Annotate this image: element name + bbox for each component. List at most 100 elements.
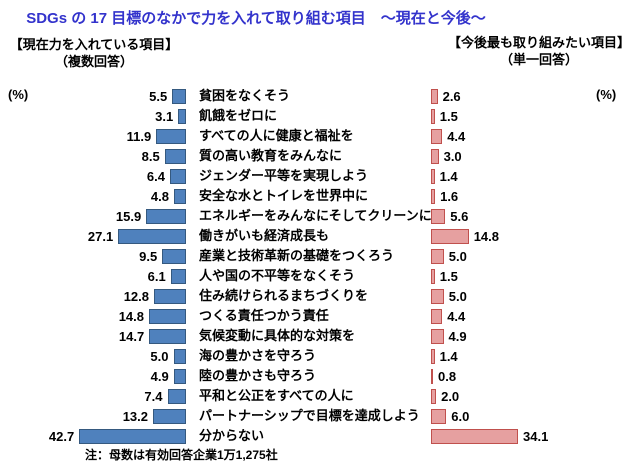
- left-bar-track: 27.1: [0, 226, 186, 246]
- left-value-label: 5.5: [149, 88, 168, 104]
- chart-row: 9.5 産業と技術革新の基礎をつくろう 5.0: [0, 246, 640, 266]
- left-bar-track: 11.9: [0, 126, 186, 146]
- left-bar: [149, 328, 186, 344]
- right-value-label: 5.6: [450, 208, 469, 224]
- left-value-label: 6.4: [146, 168, 165, 184]
- right-bar-track: 1.5: [431, 106, 640, 126]
- left-bar: [153, 408, 186, 424]
- left-bar: [170, 168, 186, 184]
- category-label: 産業と技術革新の基礎をつくろう: [199, 248, 395, 263]
- right-value-label: 1.4: [439, 168, 458, 184]
- right-bar-track: 1.4: [431, 346, 640, 366]
- chart-row: 4.8 安全な水とトイレを世界中に 1.6: [0, 186, 640, 206]
- left-bar: [173, 368, 186, 384]
- right-bar-track: 34.1: [431, 426, 640, 446]
- chart-row: 12.8 住み続けられるまちづくりを 5.0: [0, 286, 640, 306]
- category-label: 海の豊かさを守ろう: [199, 348, 317, 363]
- right-bar: [431, 248, 444, 264]
- left-bar-track: 9.5: [0, 246, 186, 266]
- left-value-label: 12.8: [123, 288, 149, 304]
- chart-row: 15.9 エネルギーをみんなにそしてクリーンに 5.6: [0, 206, 640, 226]
- right-bar-track: 5.0: [431, 286, 640, 306]
- left-bar: [164, 148, 186, 164]
- right-value-label: 1.6: [440, 188, 459, 204]
- left-value-label: 27.1: [87, 228, 114, 244]
- category-label: 住み続けられるまちづくりを: [199, 288, 369, 303]
- left-value-label: 13.2: [122, 408, 148, 424]
- chart-row: 8.5 質の高い教育をみんなに 3.0: [0, 146, 640, 166]
- right-value-label: 2.0: [441, 388, 460, 404]
- chart-row: 5.0 海の豊かさを守ろう 1.4: [0, 346, 640, 366]
- left-bar: [149, 308, 186, 324]
- right-bar-track: 4.4: [431, 126, 640, 146]
- right-unit-label: (%): [596, 87, 617, 102]
- left-panel-subtitle: （複数回答）: [54, 54, 133, 69]
- category-label: 平和と公正をすべての人に: [199, 388, 354, 403]
- chart-title: SDGs の 17 目標のなかで力を入れて取り組む項目 ～現在と今後～: [26, 10, 486, 27]
- left-bar-track: 15.9: [0, 206, 186, 226]
- right-value-label: 2.6: [442, 88, 461, 104]
- left-bar-track: 4.9: [0, 366, 186, 386]
- left-value-label: 9.5: [139, 248, 158, 264]
- right-panel-header: 【今後最も取り組みたい項目】 （単一回答）: [441, 34, 637, 68]
- right-bar: [431, 268, 435, 284]
- left-bar-track: 13.2: [0, 406, 186, 426]
- left-bar: [154, 288, 186, 304]
- left-value-label: 3.1: [155, 108, 174, 124]
- right-bar: [431, 168, 435, 184]
- category-label: すべての人に健康と福祉を: [199, 128, 354, 143]
- chart-row: 4.9 陸の豊かさも守ろう 0.8: [0, 366, 640, 386]
- chart-row: 6.4 ジェンダー平等を実現しよう 1.4: [0, 166, 640, 186]
- chart-rows: 5.5 貧困をなくそう 2.6 3.1 飢餓をゼロに 1.5 11.9 すべての人に健康と福祉…: [0, 86, 640, 446]
- right-bar-track: 3.0: [431, 146, 640, 166]
- right-bar-track: 4.4: [431, 306, 640, 326]
- category-label: 働きがいも経済成長も: [199, 228, 330, 243]
- right-bar-track: 5.0: [431, 246, 640, 266]
- left-value-label: 14.8: [118, 308, 144, 324]
- category-label: つくる責任つかう責任: [199, 308, 329, 323]
- right-value-label: 14.8: [473, 228, 499, 244]
- chart-row: 5.5 貧困をなくそう 2.6: [0, 86, 640, 106]
- left-value-label: 6.1: [147, 268, 166, 284]
- right-panel-subtitle: （単一回答）: [499, 52, 578, 67]
- left-bar-track: 7.4: [0, 386, 186, 406]
- right-bar-track: 14.8: [431, 226, 640, 246]
- left-unit-label: (%): [8, 87, 29, 102]
- right-bar: [431, 228, 469, 244]
- chart-row: 42.7 分からない 34.1: [0, 426, 640, 446]
- left-bar: [170, 268, 186, 284]
- left-bar-track: 6.1: [0, 266, 186, 286]
- right-value-label: 4.9: [448, 328, 467, 344]
- right-bar: [431, 208, 446, 224]
- right-bar: [431, 88, 438, 104]
- right-bar: [431, 428, 518, 444]
- category-label: パートナーシップで目標を達成しよう: [199, 408, 420, 423]
- left-bar: [172, 88, 186, 104]
- left-bar-track: 42.7: [0, 426, 186, 446]
- category-label: ジェンダー平等を実現しよう: [199, 168, 369, 183]
- chart-row: 6.1 人や国の不平等をなくそう 1.5: [0, 266, 640, 286]
- left-bar-track: 3.1: [0, 106, 186, 126]
- right-bar: [431, 108, 435, 124]
- left-bar: [173, 348, 186, 364]
- left-bar-track: 14.7: [0, 326, 186, 346]
- category-label: 気候変動に具体的な対策を: [199, 328, 356, 343]
- footnote: 注：母数は有効回答企業1万1,275社: [85, 448, 278, 462]
- category-label: 飢餓をゼロに: [199, 108, 278, 123]
- chart-row: 14.8 つくる責任つかう責任 4.4: [0, 306, 640, 326]
- right-bar: [431, 328, 444, 344]
- category-label: 質の高い教育をみんなに: [199, 148, 343, 163]
- left-bar: [174, 188, 186, 204]
- right-value-label: 4.4: [447, 308, 466, 324]
- left-panel-title: 【現在力を入れている項目】: [9, 37, 179, 52]
- right-panel-title: 【今後最も取り組みたい項目】: [447, 35, 630, 50]
- right-bar-track: 5.6: [431, 206, 640, 226]
- left-bar: [162, 248, 186, 264]
- right-bar: [431, 128, 443, 144]
- chart-row: 11.9 すべての人に健康と福祉を 4.4: [0, 126, 640, 146]
- right-bar: [431, 388, 437, 404]
- left-value-label: 7.4: [144, 388, 163, 404]
- category-label: 安全な水とトイレを世界中に: [199, 188, 369, 203]
- right-bar-track: 1.5: [431, 266, 640, 286]
- right-bar-track: 0.8: [431, 366, 640, 386]
